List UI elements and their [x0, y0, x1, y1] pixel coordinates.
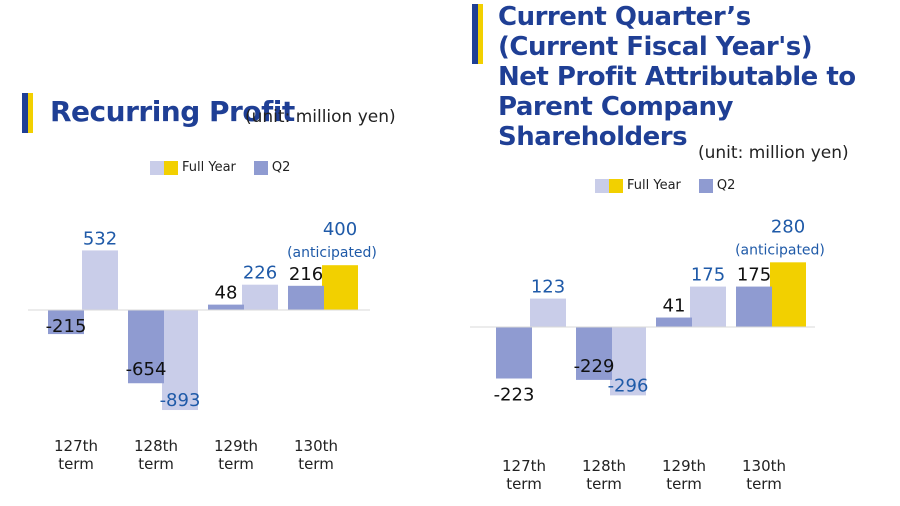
annotation-anticipated: (anticipated) [735, 242, 825, 258]
legend-swatch-q2 [253, 160, 268, 175]
bar-full-year [162, 310, 198, 411]
bar-q2 [496, 327, 532, 379]
bar-q2 [736, 286, 772, 327]
bar-q2 [576, 327, 612, 380]
data-label-full-year: 226 [243, 263, 277, 284]
legend-full-year: Full Year [595, 178, 681, 193]
legend-q2: Q2 [698, 178, 736, 193]
chart-legend: Full Year Q2 [595, 178, 753, 193]
data-label-q2: -654 [126, 359, 167, 380]
bar-q2 [48, 310, 84, 335]
legend-swatch-q2 [698, 178, 713, 193]
bar-full-year [530, 298, 566, 327]
category-label: 127th term [501, 457, 547, 493]
data-label-q2: -223 [494, 385, 535, 406]
title-accent-bar [22, 93, 33, 133]
data-label-full-year: -893 [160, 390, 201, 411]
legend-label-q2: Q2 [716, 178, 736, 193]
category-label: 127th term [53, 437, 99, 473]
data-label-q2: 48 [215, 283, 238, 304]
category-label: 130th term [741, 457, 787, 493]
data-label-q2: 175 [737, 265, 771, 286]
category-label: 129th term [213, 437, 259, 473]
data-label-q2: 216 [289, 264, 323, 285]
category-label: 129th term [661, 457, 707, 493]
chart-recurring-profit: Recurring Profit (unit: million yen) Ful… [22, 93, 396, 473]
legend-swatch-full-year [150, 160, 164, 175]
data-label-full-year: 280 [771, 216, 805, 237]
legend-full-year: Full Year [150, 160, 236, 175]
data-label-full-year: 175 [691, 265, 725, 286]
bar-q2 [656, 317, 692, 327]
bar-full-year [770, 262, 806, 327]
data-label-q2: 41 [663, 296, 686, 317]
bar-full-year [322, 265, 358, 310]
legend-swatch-anticipated [164, 160, 178, 175]
data-label-full-year: 123 [531, 277, 565, 298]
category-labels: 127th term 128th term 129th term 130th t… [484, 457, 804, 493]
bar-q2 [208, 304, 244, 310]
category-label: 130th term [293, 437, 339, 473]
legend-swatch-full-year [595, 178, 609, 193]
annotation-anticipated: (anticipated) [287, 245, 377, 261]
bar-full-year [690, 286, 726, 327]
chart-title: Current Quarter’s (Current Fiscal Year's… [498, 2, 856, 152]
bar-full-year [610, 327, 646, 396]
data-label-full-year: -296 [608, 375, 649, 396]
data-label-q2: -229 [574, 356, 615, 377]
data-label-full-year: 532 [83, 228, 117, 249]
legend-label-full-year: Full Year [182, 160, 236, 175]
bar-q2 [128, 310, 164, 384]
category-labels: 127th term 128th term 129th term 130th t… [36, 437, 356, 473]
legend-q2: Q2 [253, 160, 291, 175]
category-label: 128th term [133, 437, 179, 473]
bar-full-year [82, 250, 118, 310]
data-label-q2: -215 [46, 316, 87, 337]
chart-net-profit: Current Quarter’s (Current Fiscal Year's… [450, 0, 900, 506]
title-accent-bar [472, 4, 483, 64]
chart-unit: (unit: million yen) [698, 143, 849, 163]
bar-full-year [242, 284, 278, 310]
data-label-full-year: 400 [323, 219, 357, 240]
legend-label-full-year: Full Year [627, 178, 681, 193]
chart-title: Recurring Profit [50, 95, 295, 128]
chart-legend: Full Year Q2 [150, 160, 308, 175]
legend-swatch-anticipated [609, 178, 623, 193]
chart-unit: (unit: million yen) [245, 107, 396, 127]
category-label: 128th term [581, 457, 627, 493]
legend-label-q2: Q2 [271, 160, 291, 175]
bar-q2 [288, 285, 324, 310]
